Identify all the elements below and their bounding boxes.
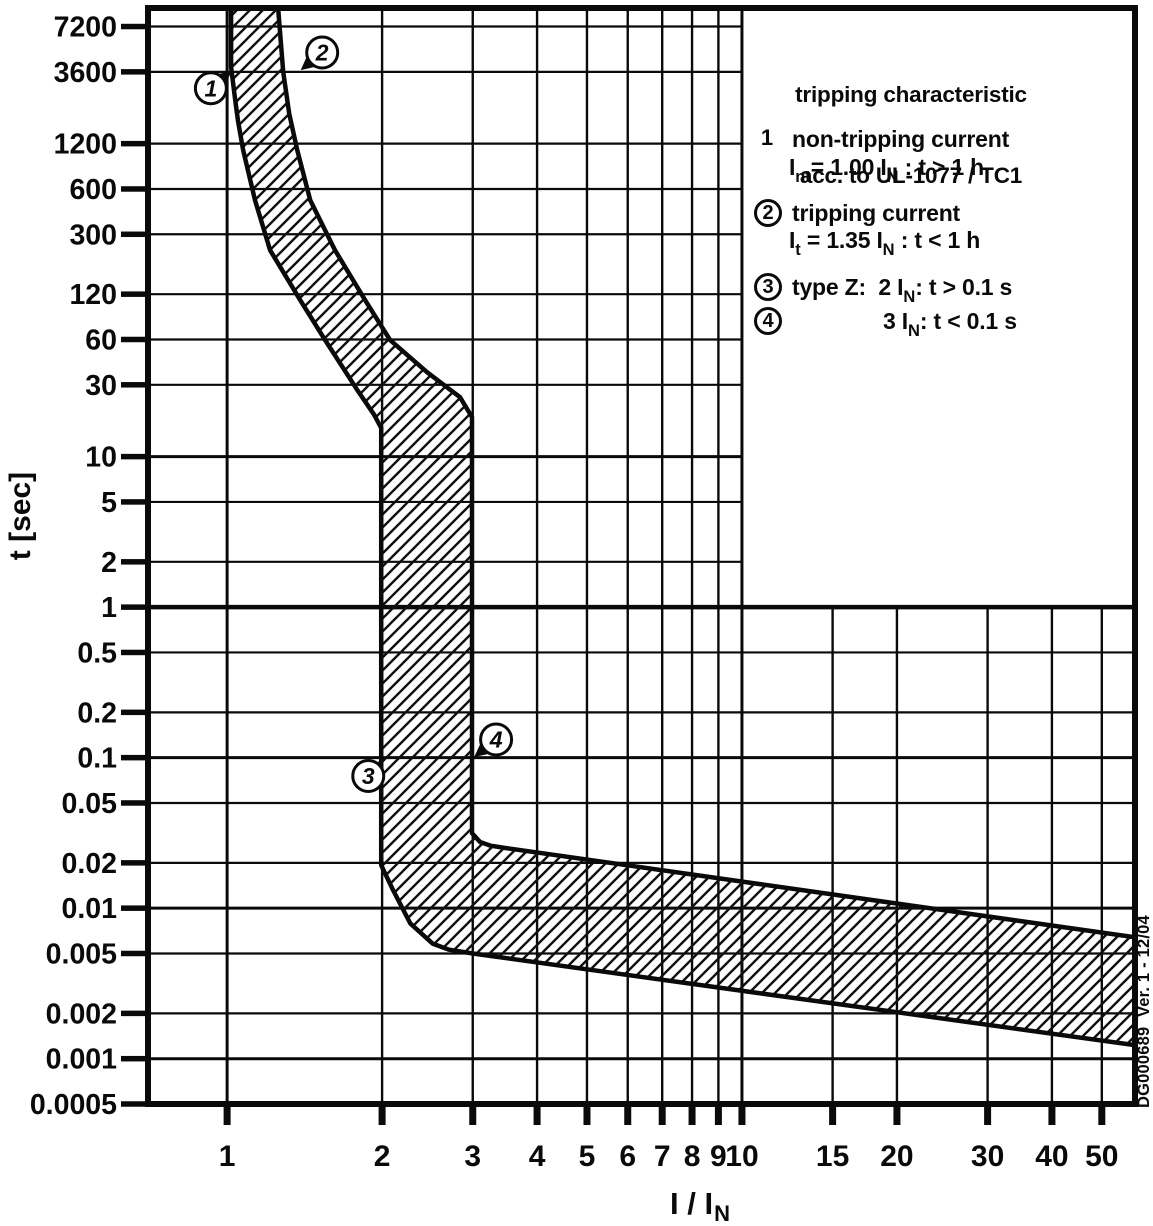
y-tick-label-3600: 3600 [54, 57, 117, 89]
y-tick-2 [121, 559, 148, 565]
x-tick-40 [1048, 1107, 1056, 1125]
chart-marker-2: 2 [300, 35, 340, 71]
x-tick-label-30: 30 [971, 1140, 1004, 1173]
x-tick-10 [738, 1107, 746, 1125]
plot-border [145, 5, 1138, 1107]
x-tick-label-20: 20 [880, 1140, 913, 1173]
y-tick-label-30: 30 [85, 370, 117, 402]
y-tick-1 [121, 604, 148, 610]
chart-marker-1: 1 [193, 70, 232, 106]
y-tick-label-7200: 7200 [54, 12, 117, 44]
y-tick-label-0.005: 0.005 [46, 938, 117, 970]
y-tick-label-2: 2 [101, 547, 117, 579]
x-tick-label-50: 50 [1085, 1140, 1118, 1173]
x-tick-label-6: 6 [619, 1140, 636, 1173]
marker-number: 3 [362, 763, 375, 789]
y-tick-0.01 [121, 905, 148, 911]
marker-circle [193, 71, 228, 106]
y-tick-label-0.02: 0.02 [62, 848, 117, 880]
x-axis-title-text: I / I [670, 1186, 714, 1221]
x-tick-label-2: 2 [374, 1140, 391, 1173]
x-tick-8 [688, 1107, 696, 1125]
y-tick-0.1 [121, 754, 148, 761]
y-tick-0.05 [121, 800, 148, 806]
y-tick-label-0.001: 0.001 [46, 1044, 117, 1076]
x-tick-label-4: 4 [529, 1140, 546, 1173]
x-tick-label-7: 7 [654, 1140, 671, 1173]
marker-number: 4 [489, 727, 503, 753]
x-tick-1 [223, 1107, 231, 1125]
y-tick-label-1: 1 [101, 592, 117, 624]
y-tick-0.5 [121, 649, 148, 656]
x-tick-5 [583, 1107, 591, 1125]
y-tick-0.2 [121, 709, 148, 716]
x-tick-label-10: 10 [725, 1140, 758, 1173]
y-tick-label-1200: 1200 [54, 129, 117, 161]
y-tick-10 [121, 453, 148, 460]
x-tick-15 [829, 1107, 837, 1125]
y-tick-120 [121, 291, 148, 297]
y-tick-label-0.1: 0.1 [77, 743, 117, 775]
x-tick-20 [893, 1107, 901, 1125]
x-tick-4 [533, 1107, 541, 1125]
y-tick-0.0005 [121, 1101, 148, 1107]
subscript-text: N [714, 1201, 730, 1226]
x-tick-9 [714, 1107, 722, 1125]
y-tick-3600 [121, 69, 148, 75]
x-tick-label-5: 5 [579, 1140, 596, 1173]
y-tick-60 [121, 336, 148, 343]
x-tick-label-3: 3 [464, 1140, 481, 1173]
y-tick-label-0.5: 0.5 [77, 637, 117, 669]
y-tick-0.02 [121, 860, 148, 866]
y-tick-label-0.2: 0.2 [77, 697, 117, 729]
x-tick-3 [469, 1107, 477, 1125]
y-tick-label-5: 5 [101, 487, 117, 519]
y-tick-600 [121, 186, 148, 192]
y-tick-label-60: 60 [85, 324, 117, 356]
axis-ticks [121, 23, 1106, 1125]
y-tick-label-300: 300 [69, 219, 117, 251]
x-tick-label-8: 8 [684, 1140, 701, 1173]
y-tick-0.005 [121, 950, 148, 957]
y-axis-title: t [sec] [4, 471, 37, 561]
tripping-band [228, 8, 1135, 1048]
y-tick-label-120: 120 [69, 279, 117, 311]
x-tick-50 [1098, 1107, 1106, 1125]
y-tick-300 [121, 231, 148, 238]
chart-marker-3: 3 [351, 759, 386, 794]
marker-number: 1 [204, 75, 217, 101]
x-tick-label-9: 9 [710, 1140, 727, 1173]
y-tick-label-10: 10 [85, 442, 117, 474]
x-tick-30 [984, 1107, 992, 1125]
y-tick-0.002 [121, 1010, 148, 1017]
marker-circle [305, 35, 340, 70]
x-tick-label-40: 40 [1035, 1140, 1068, 1173]
tick-labels: 7200360012006003001206030105210.50.20.10… [30, 12, 1119, 1173]
y-tick-label-0.0005: 0.0005 [30, 1089, 117, 1121]
x-tick-label-1: 1 [219, 1140, 236, 1173]
y-tick-label-0.05: 0.05 [62, 788, 118, 820]
x-tick-6 [624, 1107, 632, 1125]
y-tick-label-600: 600 [69, 174, 117, 206]
x-tick-label-15: 15 [816, 1140, 849, 1173]
y-tick-0.001 [121, 1055, 148, 1062]
y-tick-5 [121, 499, 148, 505]
marker-circle [479, 722, 514, 757]
y-tick-1200 [121, 140, 148, 147]
y-tick-30 [121, 382, 148, 388]
x-axis-title: I / IN [600, 1186, 800, 1226]
y-tick-label-0.01: 0.01 [62, 893, 118, 925]
doc-number: DG000689 Ver. 1 - 12/04 [1135, 915, 1153, 1108]
marker-circle [351, 759, 386, 794]
y-tick-7200 [121, 23, 148, 30]
x-tick-2 [378, 1107, 386, 1125]
y-tick-label-0.002: 0.002 [46, 998, 117, 1030]
chart-marker-4: 4 [474, 722, 514, 757]
marker-number: 2 [315, 39, 329, 65]
x-tick-7 [658, 1107, 666, 1125]
